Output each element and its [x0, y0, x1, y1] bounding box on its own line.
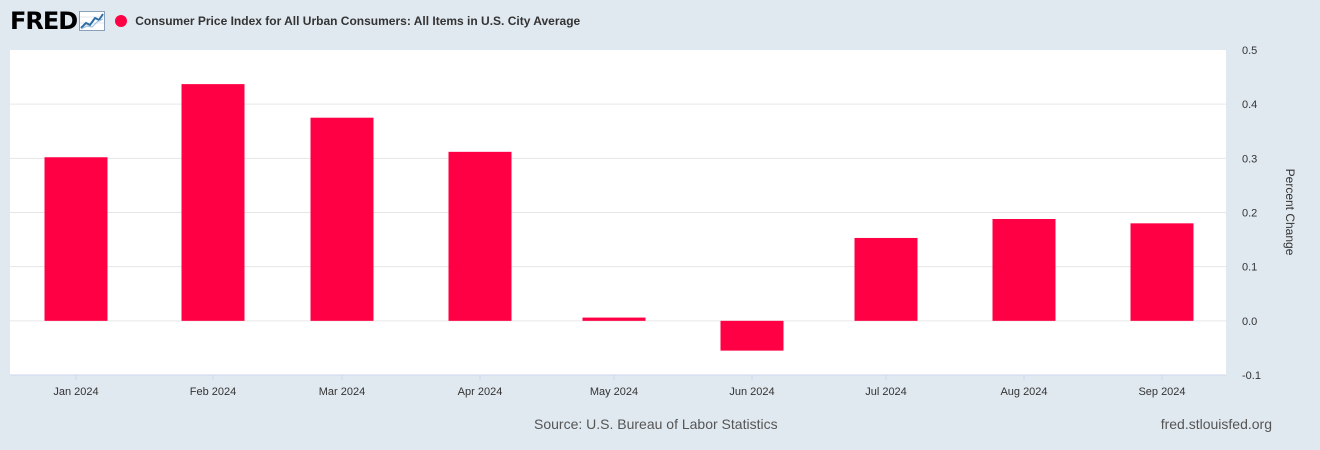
x-tick-label: Jul 2024 [865, 386, 907, 398]
bar-jan-2024[interactable] [44, 157, 108, 321]
fred-graph-icon [79, 11, 106, 31]
x-tick-label: Jun 2024 [729, 386, 774, 398]
fred-site-link[interactable]: fred.stlouisfed.org [1160, 416, 1272, 432]
x-tick-label: May 2024 [590, 386, 638, 398]
x-tick-label: Feb 2024 [190, 386, 236, 398]
y-tick-label: 0.1 [1242, 262, 1257, 274]
y-tick-label: 0.3 [1242, 153, 1257, 165]
bar-jun-2024[interactable] [720, 320, 784, 351]
legend-series-title: Consumer Price Index for All Urban Consu… [135, 14, 581, 28]
y-tick-label: -0.1 [1242, 370, 1261, 382]
y-tick-label: 0.0 [1242, 316, 1257, 328]
y-axis-title: Percent Change [1283, 169, 1297, 256]
bar-apr-2024[interactable] [448, 151, 512, 321]
fred-logo-text: FRED [10, 7, 78, 35]
chart-legend[interactable]: Consumer Price Index for All Urban Consu… [115, 14, 580, 28]
x-tick-label: Sep 2024 [1138, 386, 1185, 398]
bar-mar-2024[interactable] [310, 117, 374, 321]
chart-header: FRED Consumer Price Index for All Urban … [10, 6, 580, 36]
x-tick-label: Aug 2024 [1000, 386, 1047, 398]
bar-feb-2024[interactable] [181, 84, 245, 321]
fred-logo[interactable]: FRED [10, 7, 106, 35]
y-tick-label: 0.4 [1242, 99, 1257, 111]
x-tick-label: Mar 2024 [319, 386, 365, 398]
y-tick-label: 0.5 [1242, 45, 1257, 57]
bar-sep-2024[interactable] [1130, 223, 1194, 321]
x-tick-label: Jan 2024 [53, 386, 98, 398]
x-tick-label: Apr 2024 [458, 386, 503, 398]
bar-aug-2024[interactable] [992, 219, 1056, 321]
bar-jul-2024[interactable] [854, 237, 918, 321]
source-note: Source: U.S. Bureau of Labor Statistics [534, 416, 778, 432]
legend-marker [115, 15, 128, 27]
y-tick-label: 0.2 [1242, 208, 1257, 220]
bar-may-2024[interactable] [582, 317, 646, 321]
